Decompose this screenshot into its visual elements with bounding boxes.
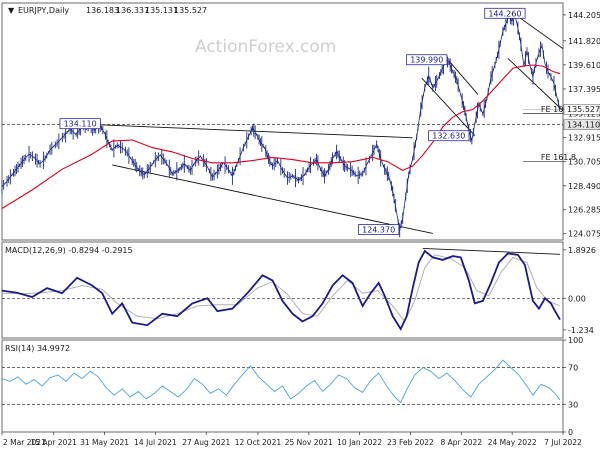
price-label-box xyxy=(59,118,101,130)
price-y-tick-label: 124.075 xyxy=(568,230,600,239)
macd-line xyxy=(1,249,561,331)
rsi-pane-frame xyxy=(1,339,564,433)
price-y-tick-label: 132.915 xyxy=(568,134,600,143)
price-title-symbol: EURJPY,Daily xyxy=(18,6,69,15)
fib-level-label: FE 100.0 xyxy=(541,105,576,114)
watermark: ActionForex.com xyxy=(195,37,336,57)
rsi-pane: RSI(14) 34.9972 100 70 30 0 xyxy=(1,336,583,437)
moving-average-line xyxy=(1,64,561,209)
price-label-box xyxy=(358,224,400,235)
x-tick-label: 27 Aug 2021 xyxy=(182,438,230,447)
macd-pane: MACD(12,26,9) -0.8294 -0.2915 1.8926 0.00… xyxy=(1,241,596,339)
macd-y-tick-label: -1.234 xyxy=(568,326,594,335)
price-title-open: 136.183 xyxy=(86,6,119,15)
rsi-y-tick-label: 30 xyxy=(568,400,578,409)
channel-upper-a xyxy=(448,60,479,95)
price-pane-frame xyxy=(1,2,564,241)
x-tick-label: 25 Nov 2021 xyxy=(285,438,333,447)
axis-value-tag-box xyxy=(563,103,600,115)
price-y-tick-label: 137.395 xyxy=(568,85,600,94)
rsi-y-axis: 100 70 30 0 xyxy=(563,336,583,437)
price-label-box xyxy=(428,130,470,142)
macd-signal-line xyxy=(1,254,561,323)
trendline-lower xyxy=(112,164,433,234)
macd-y-tick-label: 1.8926 xyxy=(568,246,596,255)
x-tick-label: 12 Oct 2021 xyxy=(235,438,282,447)
macd-pane-frame xyxy=(1,241,564,339)
x-tick-label: 7 Jul 2022 xyxy=(544,438,582,447)
x-tick-label: 10 Jan 2022 xyxy=(337,438,382,447)
rsi-y-tick-label: 0 xyxy=(568,428,573,437)
macd-y-axis: 1.8926 0.00 -1.234 xyxy=(563,246,596,335)
x-tick-label: 23 Feb 2022 xyxy=(387,438,434,447)
price-y-tick-label: 130.705 xyxy=(568,158,600,167)
macd-title: MACD(12,26,9) -0.8294 -0.2915 xyxy=(5,246,133,255)
x-tick-label: 2 Mar 2021 xyxy=(3,438,46,447)
x-tick-label: 31 May 2021 xyxy=(80,438,129,447)
rsi-y-tick-label: 70 xyxy=(568,364,578,373)
price-label: 124.370 xyxy=(362,226,395,235)
price-y-tick-label: 144.205 xyxy=(568,11,600,20)
x-tick-label: 24 May 2022 xyxy=(488,438,537,447)
x-tick-label: 8 Apr 2022 xyxy=(441,438,483,447)
price-label-box xyxy=(406,54,448,66)
price-label: 144.260 xyxy=(488,9,521,18)
price-annotations: FE 100.0 FE 161.8 144.260 139.990 134.110 132… xyxy=(59,7,600,235)
x-tick-label: 15 Apr 2021 xyxy=(31,438,78,447)
axis-value-tag-label: 134.110 xyxy=(567,121,600,130)
axis-value-tag-box xyxy=(563,119,600,130)
price-y-tick-label: 126.285 xyxy=(568,206,600,215)
price-pane: ▼ EURJPY,Daily 136.183 136.337 135.131 1… xyxy=(1,2,600,241)
price-label: 134.110 xyxy=(64,120,97,129)
rsi-title: RSI(14) 34.9972 xyxy=(5,344,70,353)
price-label-box xyxy=(484,7,526,19)
price-y-tick-label: 141.820 xyxy=(568,37,600,46)
price-line xyxy=(1,13,561,231)
price-title-arrow: ▼ xyxy=(8,6,15,15)
rsi-plot xyxy=(1,359,563,405)
channel-lower-a xyxy=(421,77,476,136)
macd-y-tick-label: 0.00 xyxy=(568,294,586,303)
price-title-high: 136.337 xyxy=(116,6,149,15)
price-title-low: 135.131 xyxy=(145,6,178,15)
macd-trendline xyxy=(422,247,561,255)
price-label: 132.630 xyxy=(432,132,465,141)
price-y-tick-label: 128.490 xyxy=(568,182,600,191)
channel-upper-b xyxy=(514,13,564,50)
axis-value-tag-label: 135.527 xyxy=(567,105,600,114)
price-y-tick-label: 139.610 xyxy=(568,61,600,70)
x-tick-label: 14 Jul 2021 xyxy=(134,438,177,447)
price-title: ▼ EURJPY,Daily 136.183 136.337 135.131 1… xyxy=(8,6,207,15)
rsi-line xyxy=(1,359,561,404)
price-title-close: 135.527 xyxy=(174,6,207,15)
macd-plot xyxy=(1,247,563,331)
price-label: 139.990 xyxy=(410,56,443,65)
price-plot xyxy=(1,10,564,238)
fib-level-label: FE 161.8 xyxy=(541,153,576,162)
rsi-y-tick-label: 100 xyxy=(568,336,583,345)
